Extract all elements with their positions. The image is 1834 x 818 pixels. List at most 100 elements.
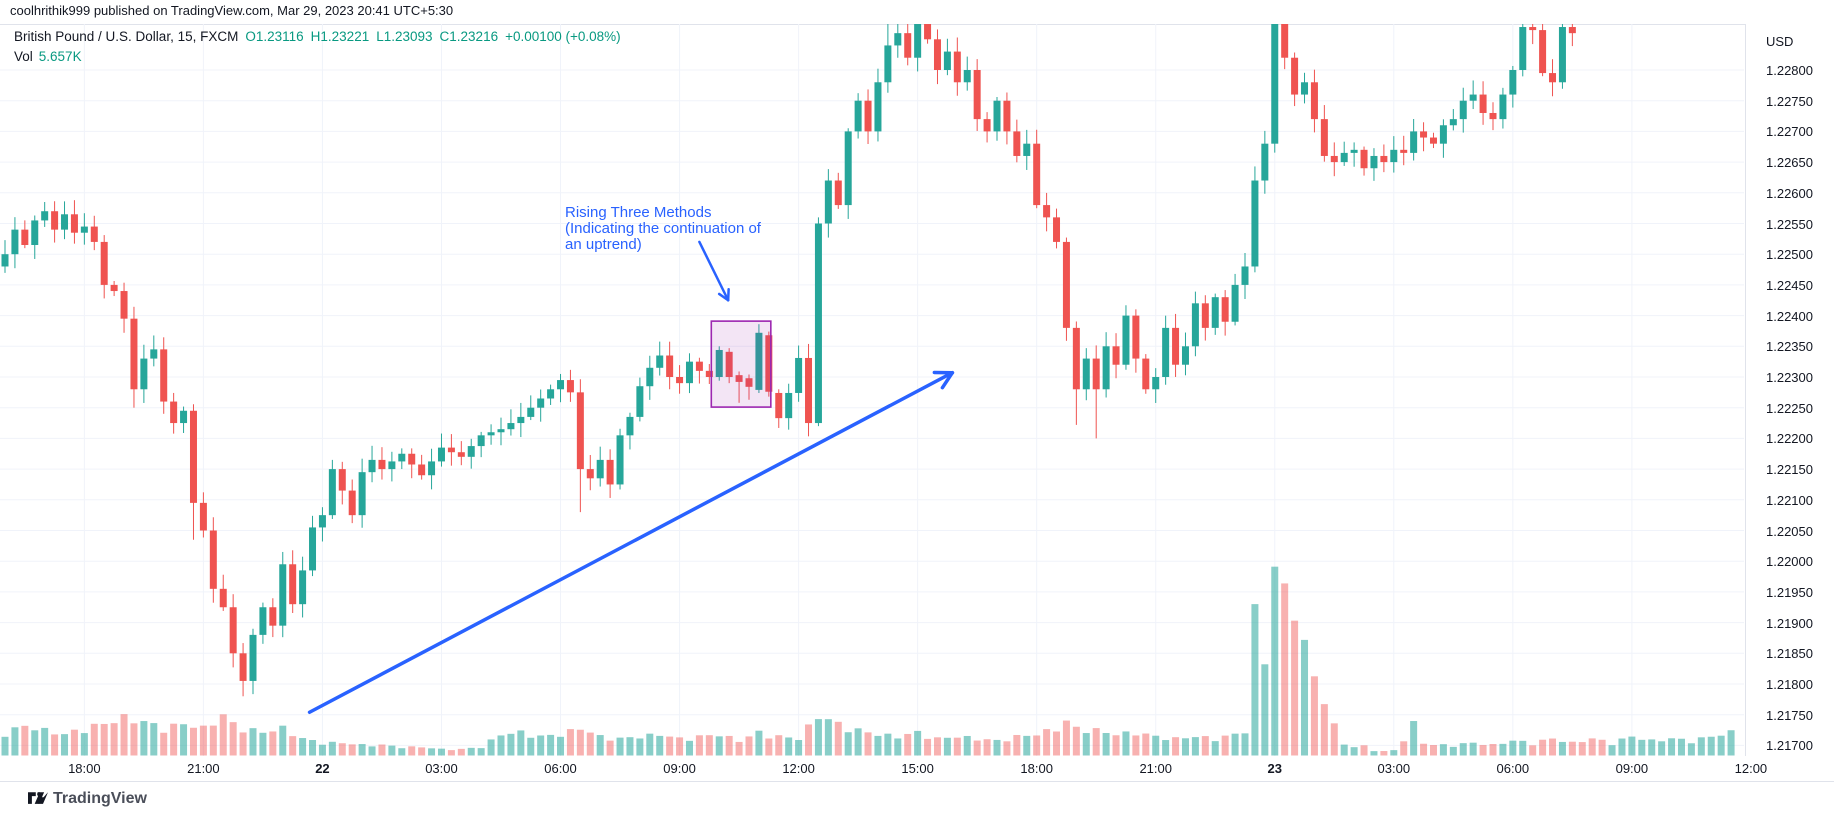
- pattern-annotation-text[interactable]: Rising Three Methods (Indicating the con…: [565, 205, 761, 253]
- volume-bar: [1053, 731, 1061, 756]
- volume-bar: [1211, 741, 1219, 756]
- volume-bar: [547, 734, 555, 756]
- candle-body: [626, 416, 634, 436]
- volume-bar: [695, 735, 703, 756]
- candle-body: [289, 564, 297, 605]
- candle-body: [209, 530, 217, 589]
- symbol-title[interactable]: British Pound / U.S. Dollar, 15, FXCM: [14, 29, 239, 44]
- volume-bar: [1429, 744, 1437, 756]
- volume-bar: [299, 738, 307, 756]
- candle-body: [1390, 149, 1398, 163]
- candle-body: [1549, 73, 1557, 83]
- volume-bar: [1013, 734, 1021, 756]
- candle-body: [1330, 155, 1338, 163]
- candle-body: [408, 453, 416, 465]
- volume-bar: [1410, 721, 1418, 756]
- volume-bar: [1370, 751, 1378, 756]
- volume-bar: [606, 740, 614, 756]
- candle-body: [586, 469, 594, 479]
- price-tick-label: 1.22150: [1766, 462, 1813, 478]
- volume-bar: [1549, 738, 1557, 756]
- candle-body: [1221, 297, 1229, 322]
- candlestick-chart[interactable]: [0, 24, 1744, 756]
- candle-body: [31, 220, 39, 245]
- candle-body: [1340, 152, 1348, 163]
- time-tick-label: 09:00: [663, 761, 696, 776]
- volume-bar: [576, 729, 584, 756]
- price-tick-label: 1.22600: [1766, 185, 1813, 201]
- volume-layer: [1, 566, 1735, 756]
- candle-body: [130, 318, 138, 390]
- candle-body: [1211, 297, 1219, 328]
- volume-bar: [1449, 746, 1457, 756]
- candle-body: [189, 410, 197, 503]
- volume-bar: [685, 740, 693, 756]
- tradingview-logo-text[interactable]: TradingView: [53, 790, 147, 807]
- volume-bar: [358, 744, 366, 756]
- chart-pane[interactable]: British Pound / U.S. Dollar, 15, FXCM O1.…: [0, 24, 1744, 756]
- volume-bar: [943, 737, 951, 756]
- candle-body: [269, 607, 277, 626]
- volume-bar: [1231, 733, 1239, 756]
- candle-body: [487, 432, 495, 436]
- candle-body: [953, 51, 961, 83]
- volume-bar: [259, 732, 267, 756]
- volume-bar: [21, 725, 29, 756]
- candle-body: [676, 377, 684, 384]
- candle-body: [70, 214, 78, 233]
- candle-body: [685, 361, 693, 384]
- candle-body: [1102, 346, 1110, 390]
- tradingview-logo-icon[interactable]: [28, 790, 48, 810]
- time-axis[interactable]: 18:00 21:00 22 03:00 06:00 09:00 12:00 15:00 18:…: [0, 757, 1834, 782]
- volume-bar: [1687, 743, 1695, 756]
- candle-body: [537, 398, 545, 408]
- volume-bar: [229, 722, 237, 756]
- price-tick-label: 1.22200: [1766, 431, 1813, 447]
- volume-bar: [140, 721, 148, 756]
- candle-body: [1003, 100, 1011, 132]
- volume-bar: [1608, 745, 1616, 756]
- candle-body: [1558, 27, 1566, 83]
- volume-bar: [1330, 723, 1338, 756]
- volume-bar: [1350, 747, 1358, 756]
- volume-bar: [894, 738, 902, 756]
- volume-bar: [408, 746, 416, 756]
- volume-bar: [1539, 739, 1547, 756]
- ohlc-low: L1.23093: [376, 29, 433, 44]
- volume-bar: [289, 736, 297, 756]
- candle-body: [328, 469, 336, 516]
- volume-bar: [457, 748, 465, 756]
- price-tick-label: 1.22750: [1766, 93, 1813, 109]
- candle-body: [1320, 119, 1328, 156]
- volume-bar: [1, 736, 9, 756]
- volume-bar: [487, 739, 495, 756]
- pattern-highlight-box[interactable]: [710, 320, 772, 408]
- price-tick-label: 1.21900: [1766, 615, 1813, 631]
- volume-bar: [110, 723, 118, 756]
- volume-bar: [160, 732, 168, 756]
- time-tick-label: 03:00: [425, 761, 458, 776]
- volume-bar: [517, 730, 525, 756]
- volume-bar: [1717, 735, 1725, 756]
- volume-label[interactable]: Vol: [14, 49, 33, 64]
- candle-body: [1360, 149, 1368, 169]
- price-axis[interactable]: USD 1.22800 1.22750 1.22700 1.22650 1.22600 1…: [1745, 24, 1834, 756]
- volume-bar: [1271, 566, 1279, 756]
- price-tick-label: 1.22000: [1766, 554, 1813, 570]
- volume-bar: [844, 732, 852, 756]
- candle-body: [1231, 284, 1239, 322]
- uptrend-arrow[interactable]: [307, 370, 955, 714]
- volume-bar: [557, 736, 565, 756]
- candle-body: [1251, 180, 1259, 267]
- volume-bar: [1638, 739, 1646, 756]
- volume-bar: [735, 741, 743, 756]
- candle-body: [61, 214, 69, 230]
- volume-bar: [61, 734, 69, 756]
- annotation-arrow[interactable]: [698, 240, 730, 302]
- ohlc-high: H1.23221: [310, 29, 370, 44]
- candle-body: [527, 407, 535, 417]
- volume-bar: [983, 739, 991, 756]
- candle-body: [170, 401, 178, 424]
- volume-bar: [805, 724, 813, 756]
- volume-bar: [1102, 733, 1110, 756]
